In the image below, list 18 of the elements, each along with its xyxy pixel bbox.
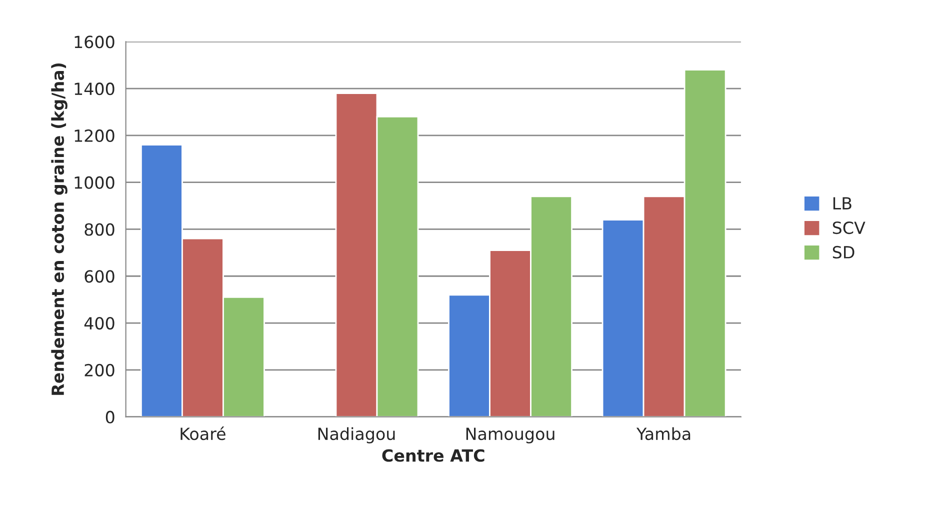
- legend-label: SCV: [832, 221, 866, 234]
- y-tick-label: 800: [84, 223, 114, 236]
- y-tick-label: 400: [84, 316, 114, 330]
- y-tick-label: 200: [84, 364, 114, 376]
- legend-label: SD: [832, 246, 854, 259]
- y-tick-label: 1600: [74, 36, 114, 48]
- x-tick-label: Yamba: [636, 427, 690, 440]
- y-tick-label: 1000: [74, 176, 114, 189]
- x-tick-label: Nadiagou: [318, 427, 395, 444]
- x-tick-label: Namougou: [466, 428, 554, 444]
- y-tick-label: 1200: [74, 129, 114, 142]
- x-tick-label: Koaré: [180, 426, 226, 440]
- x-axis-title: Centre ATC: [382, 449, 484, 462]
- y-tick-label: 0: [106, 410, 114, 424]
- y-tick-label: 600: [84, 270, 114, 283]
- legend-label: LB: [833, 197, 852, 210]
- y-tick-label: 1400: [74, 82, 114, 96]
- y-axis-title: Rendement en coton graine (kg/ha): [51, 63, 68, 395]
